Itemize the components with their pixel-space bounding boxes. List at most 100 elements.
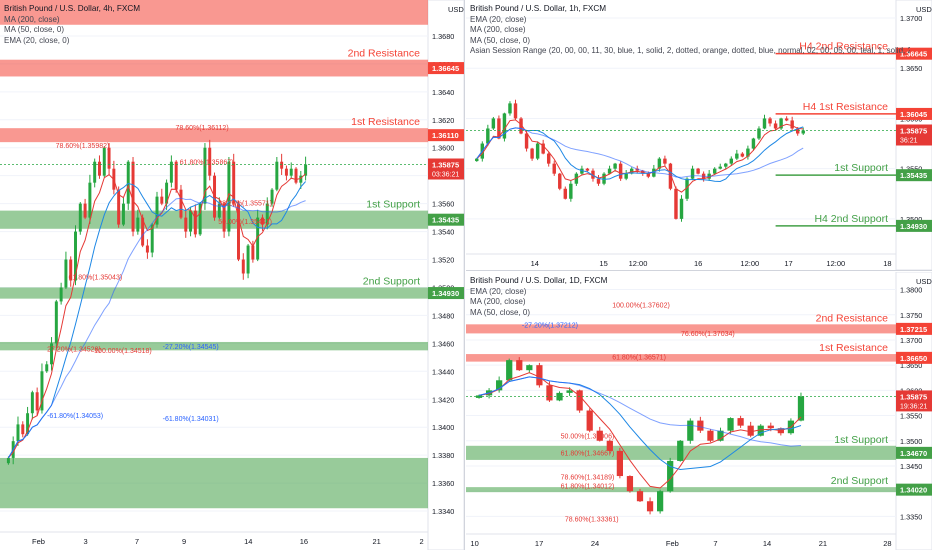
h4-y-tick-label: 1.3400 xyxy=(432,423,454,432)
h4-candle xyxy=(88,182,92,218)
h1-level-label: H4 2nd Resistance xyxy=(799,41,888,53)
h4-chart[interactable]: USD 1.3340 1.3360 1.3380 1.3400 1.3420 1.3440 1… xyxy=(0,0,464,550)
h4-zone-label: 2nd Support xyxy=(363,275,420,287)
h1-level-label: H4 1st Resistance xyxy=(803,101,888,113)
h1-candle xyxy=(613,163,617,169)
d1-candle xyxy=(586,410,593,431)
h1-candle xyxy=(779,118,783,129)
h4-candle xyxy=(97,161,101,176)
h4-candle xyxy=(54,301,58,344)
h1-chart[interactable]: USD1.37001.36501.36001.35501.3500141512:… xyxy=(466,0,932,270)
h1-chart-panel[interactable]: USD1.37001.36501.36001.35501.3500141512:… xyxy=(466,0,932,271)
d1-candle xyxy=(767,425,774,429)
h4-candle xyxy=(222,203,226,232)
d1-chart-panel[interactable]: USD1.38001.37501.37001.36501.36001.35501… xyxy=(466,272,932,550)
h1-candle xyxy=(535,143,540,159)
h1-candle xyxy=(486,128,490,144)
h1-candle xyxy=(491,118,496,129)
d1-candle xyxy=(677,440,684,461)
d1-ema20-line xyxy=(478,372,802,489)
d1-x-tick-label: Feb xyxy=(666,539,679,548)
d1-y-tick-label: 1.3700 xyxy=(900,336,922,345)
h1-candle xyxy=(596,178,601,184)
h4-current-price-box xyxy=(428,158,464,180)
h4-x-tick-label: 3 xyxy=(84,537,88,546)
h4-candle xyxy=(102,147,106,176)
d1-candle xyxy=(707,430,714,441)
h1-x-tick-label: 16 xyxy=(694,259,702,268)
d1-fib-label: 78.60%(1.33361) xyxy=(565,516,619,523)
h4-candle xyxy=(30,392,34,414)
d1-candle xyxy=(526,365,533,371)
h1-level-value-box xyxy=(896,169,932,182)
h1-candle xyxy=(674,188,678,219)
h4-candle xyxy=(83,203,87,218)
h1-y-tick-label: 1.3500 xyxy=(900,215,922,224)
d1-candle xyxy=(516,360,523,371)
d1-zone-label: 1st Resistance xyxy=(819,342,888,354)
h4-zone-value: 1.36645 xyxy=(432,64,459,73)
d1-chart[interactable]: USD1.38001.37501.37001.36501.36001.35501… xyxy=(466,272,932,550)
h1-candle xyxy=(762,118,767,129)
h4-candle xyxy=(64,259,68,288)
h4-candle xyxy=(150,224,154,253)
h4-y-tick-label: 1.3540 xyxy=(432,228,454,237)
h1-countdown: 36:21 xyxy=(900,137,918,144)
h4-candle xyxy=(121,203,125,225)
h1-level-value: 1.36045 xyxy=(900,110,927,119)
h1-x-tick-label: 12:00 xyxy=(629,259,648,268)
h4-countdown: 03:36:21 xyxy=(432,172,459,179)
h4-candle xyxy=(275,161,279,190)
d1-zone-label: 2nd Resistance xyxy=(816,312,889,324)
h1-candle xyxy=(552,163,556,174)
h1-current-price-box xyxy=(896,124,932,146)
h4-x-tick-label: 16 xyxy=(300,537,308,546)
h4-zone-sup xyxy=(0,210,428,229)
h1-candle xyxy=(751,138,756,149)
h1-level-value: 1.34930 xyxy=(900,222,927,231)
h4-fib-label: 78.60%(1.35982) xyxy=(56,143,110,150)
d1-x-tick-label: 24 xyxy=(591,539,599,548)
h1-currency-label: USD xyxy=(916,5,932,14)
d1-x-tick-label: 17 xyxy=(535,539,543,548)
d1-candle xyxy=(727,418,734,431)
d1-y-tick-label: 1.3500 xyxy=(900,437,922,446)
h4-y-tick-label: 1.3600 xyxy=(432,144,454,153)
h4-zone-label: 2nd Resistance xyxy=(348,48,421,60)
d1-x-tick-label: 14 xyxy=(763,539,771,548)
h4-candle xyxy=(232,161,236,204)
h1-candle xyxy=(790,120,794,129)
h1-candle xyxy=(729,158,734,164)
h4-zone-value-box xyxy=(428,129,464,142)
h1-candle xyxy=(541,143,545,154)
d1-y-tick-label: 1.3450 xyxy=(900,462,922,471)
h4-candle xyxy=(26,413,30,435)
h4-x-tick-label: 14 xyxy=(244,537,252,546)
h4-candle xyxy=(299,175,303,183)
h4-candle xyxy=(189,210,193,232)
h4-chart-panel[interactable]: USD 1.3340 1.3360 1.3380 1.3400 1.3420 1.3440 1… xyxy=(0,0,465,550)
h4-x-tick-label: 21 xyxy=(372,537,380,546)
d1-x-tick-label: 7 xyxy=(713,539,717,548)
h1-x-tick-label: 12:00 xyxy=(740,259,759,268)
h4-zone-value-box xyxy=(428,62,464,75)
d1-fib-label: 61.80%(1.34012) xyxy=(561,484,615,491)
h4-fib-label: 61.80%(1.35043) xyxy=(68,274,122,281)
h4-candle xyxy=(107,147,111,169)
d1-countdown: 19:36:21 xyxy=(900,403,927,410)
d1-zone-value-box xyxy=(896,322,932,335)
h4-zone-value: 1.36110 xyxy=(432,131,459,140)
d1-candle xyxy=(687,420,694,441)
h1-ema20-line xyxy=(476,119,804,193)
h1-candle xyxy=(569,183,573,199)
h1-candle xyxy=(746,148,750,157)
h1-candle xyxy=(679,198,684,219)
h1-candle xyxy=(629,168,634,174)
d1-fib-label: 100.00%(1.37602) xyxy=(612,303,670,310)
d1-candle xyxy=(496,380,503,391)
d1-candle xyxy=(757,425,764,436)
d1-zone-value: 1.36650 xyxy=(900,354,927,363)
h4-zone-res xyxy=(0,59,428,77)
d1-zone-value-box xyxy=(896,483,932,496)
d1-zone-value-box xyxy=(896,351,932,364)
